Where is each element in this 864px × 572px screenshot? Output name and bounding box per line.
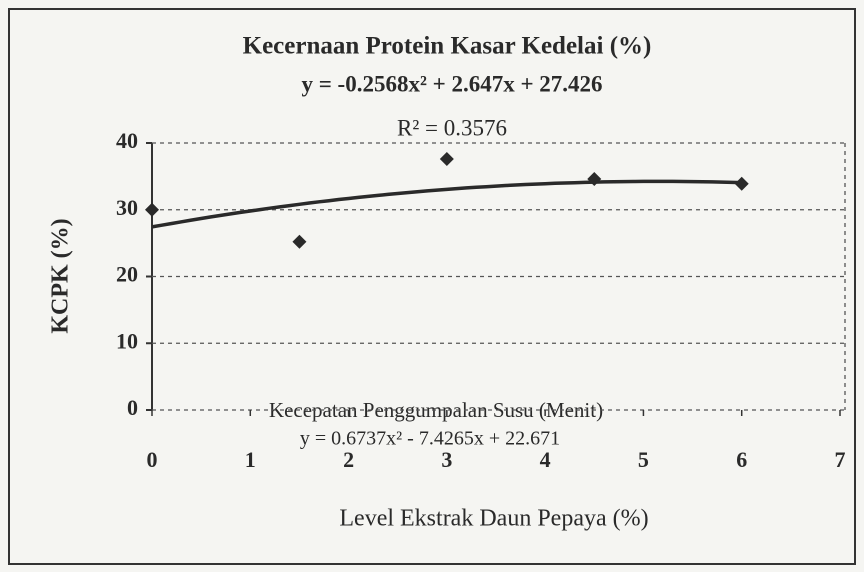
y-tick-label: 20 bbox=[116, 262, 138, 287]
chart-title: Kecernaan Protein Kasar Kedelai (%) bbox=[243, 33, 652, 60]
x-tick-label: 3 bbox=[441, 447, 452, 472]
x-tick-label: 0 bbox=[147, 447, 158, 472]
y-tick-label: 10 bbox=[116, 328, 138, 353]
point bbox=[145, 202, 159, 217]
frame bbox=[8, 8, 856, 565]
x-axis-label: Level Ekstrak Daun Pepaya (%) bbox=[339, 506, 648, 532]
r-squared: R² = 0.3576 bbox=[397, 115, 507, 140]
equation: y = -0.2568x² + 2.647x + 27.426 bbox=[301, 71, 602, 96]
x-tick-label: 4 bbox=[540, 447, 551, 472]
point bbox=[734, 176, 749, 191]
y-axis-label: KCPK (%) bbox=[48, 218, 74, 333]
point bbox=[439, 152, 454, 167]
annotation: y = 0.6737x² - 7.4265x + 22.671 bbox=[300, 428, 560, 450]
y-tick-label: 0 bbox=[127, 395, 138, 420]
point bbox=[587, 172, 602, 187]
trendline bbox=[151, 179, 742, 229]
x-tick-label: 7 bbox=[835, 447, 846, 472]
x-tick-label: 6 bbox=[736, 447, 747, 472]
x-tick-label: 5 bbox=[638, 447, 649, 472]
point bbox=[292, 234, 307, 249]
x-tick-label: 1 bbox=[245, 447, 256, 472]
x-tick-label: 2 bbox=[343, 447, 354, 472]
y-tick-label: 40 bbox=[116, 128, 138, 153]
y-tick-label: 30 bbox=[116, 195, 138, 220]
